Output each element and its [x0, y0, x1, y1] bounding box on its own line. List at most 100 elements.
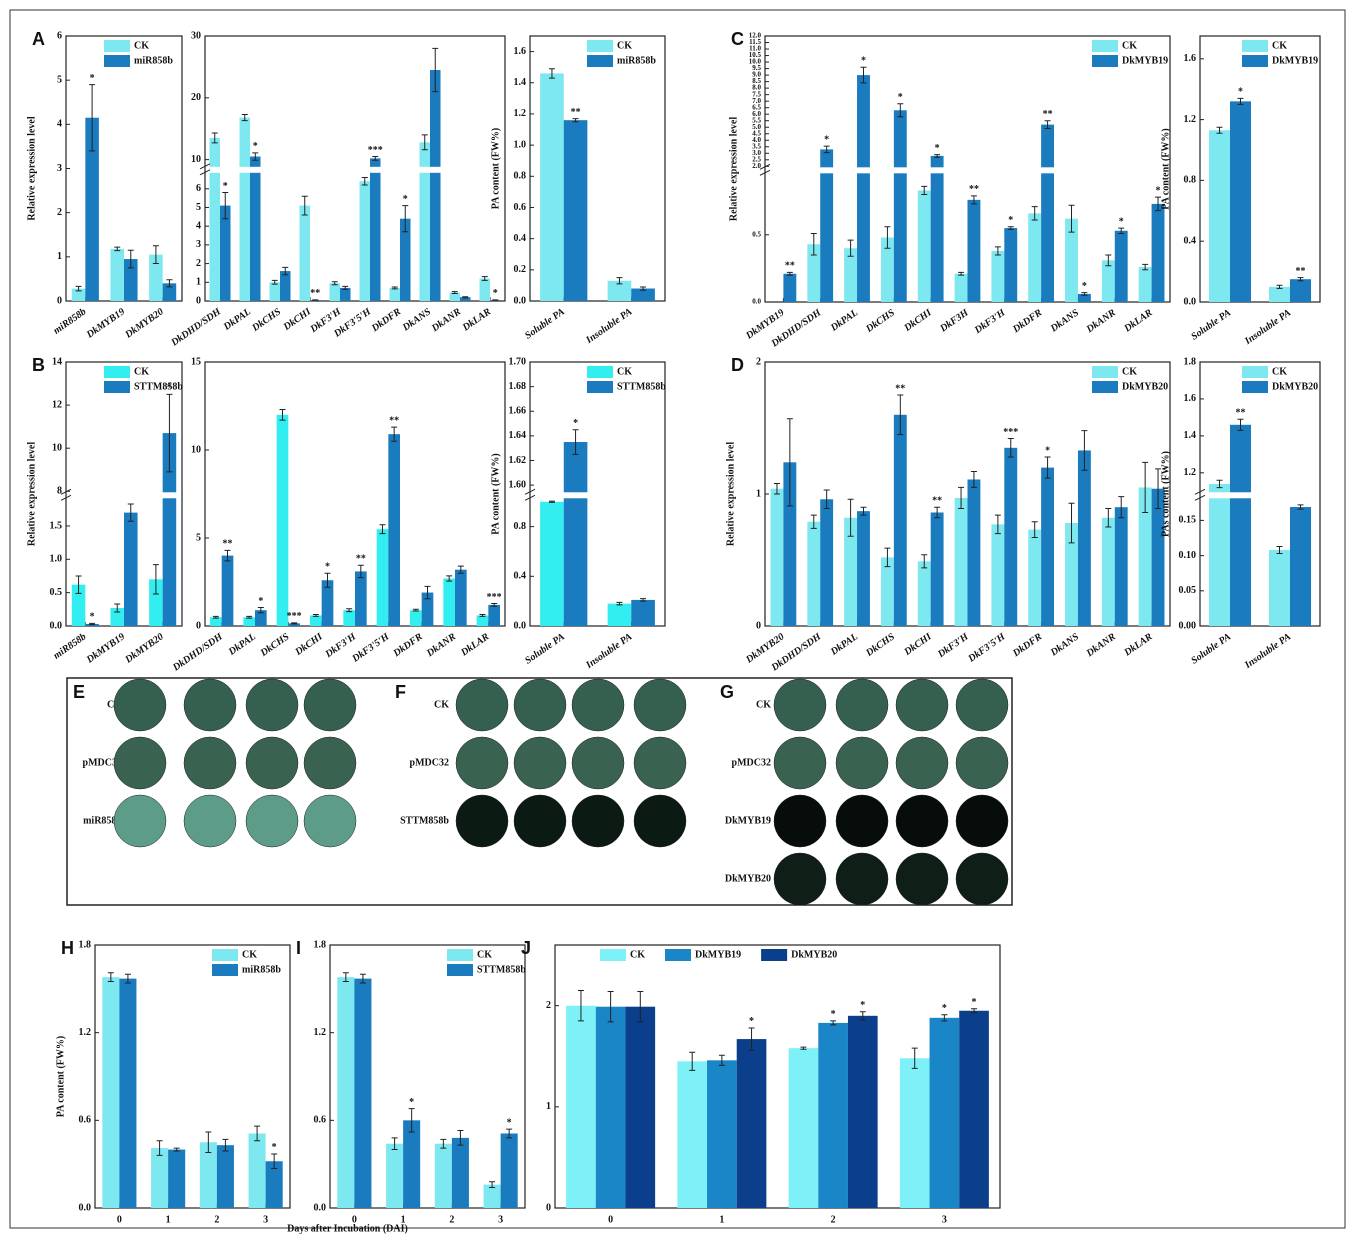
- bar: [484, 1185, 501, 1208]
- legend-swatch: [212, 964, 238, 976]
- y-tick-label: 12.0: [749, 32, 762, 40]
- bar: [783, 274, 796, 302]
- x-tick-label: DkMYB20: [123, 306, 166, 341]
- bar: [388, 434, 400, 626]
- significance-label: **: [1296, 266, 1306, 277]
- bar: [918, 561, 931, 626]
- y-tick-label: 1: [546, 1101, 551, 1112]
- significance-label: *: [1238, 87, 1243, 98]
- y-tick-label: 1.70: [509, 356, 527, 367]
- y-tick-label: 0.8: [514, 521, 527, 532]
- legend-label: STTM858b: [617, 381, 666, 392]
- sample-disc: [634, 679, 686, 731]
- y-tick-label: 1.4: [514, 77, 527, 88]
- bar: [343, 610, 355, 626]
- y-tick-label: 1.4: [1184, 430, 1197, 441]
- significance-label: *: [272, 1142, 277, 1153]
- axis-break: [67, 492, 181, 498]
- bar: [564, 120, 588, 301]
- bar: [310, 615, 322, 626]
- legend-label: CK: [477, 949, 492, 960]
- axis-break: [1201, 492, 1319, 498]
- legend-label: CK: [630, 949, 645, 960]
- y-tick-label: 6: [57, 30, 62, 41]
- bar: [1115, 507, 1128, 626]
- y-tick-label: 0.0: [314, 1202, 327, 1213]
- x-tick-label: DkPAL: [221, 306, 253, 333]
- bar: [330, 283, 341, 301]
- bar: [1209, 130, 1230, 302]
- x-axis-label: Days after Incubation (DAI): [287, 1223, 408, 1234]
- bar: [102, 977, 119, 1208]
- legend-swatch: [587, 55, 613, 67]
- x-tick-label: DkDFR: [369, 306, 403, 335]
- significance-label: *: [942, 1003, 947, 1014]
- x-tick-label: DkCHI: [293, 631, 326, 659]
- axis-break: [206, 167, 504, 173]
- y-tick-label: 0: [196, 295, 201, 306]
- legend-label: CK: [1122, 40, 1137, 51]
- sample-disc: [114, 737, 166, 789]
- bar: [1152, 204, 1165, 302]
- x-tick-label: DkANS: [1048, 631, 1081, 659]
- y-tick-label: 0.5: [50, 587, 63, 598]
- x-tick-label: 3: [263, 1214, 268, 1225]
- legend-label: CK: [617, 366, 632, 377]
- panel-label: A: [32, 29, 45, 49]
- x-tick-label: DkCHI: [281, 306, 314, 334]
- y-tick-label: 1.2: [1184, 467, 1197, 478]
- y-tick-label: 1.0: [50, 554, 63, 565]
- bar: [119, 979, 136, 1208]
- y-tick-label: 14: [52, 356, 62, 367]
- sample-disc: [456, 679, 508, 731]
- significance-label: *: [1119, 216, 1124, 227]
- x-tick-label: DkDFR: [391, 631, 425, 660]
- bar: [807, 522, 820, 626]
- y-tick-label: 1.6: [514, 46, 527, 57]
- bar: [435, 1144, 452, 1208]
- figure: 0123456miR858b*DkMYB19DkMYB20CKmiR858bRe…: [0, 0, 1357, 1234]
- bar: [410, 610, 422, 626]
- x-tick-label: Soluble PA: [1189, 631, 1233, 666]
- bar: [881, 557, 894, 626]
- legend-label: STTM858b: [477, 964, 526, 975]
- bar: [477, 615, 489, 626]
- bar: [124, 513, 138, 626]
- bar: [222, 556, 234, 626]
- sample-disc: [896, 853, 948, 905]
- bar: [480, 279, 491, 301]
- panel-label: E: [73, 682, 85, 702]
- bar: [677, 1061, 707, 1208]
- significance-label: *: [573, 418, 578, 429]
- x-tick-label: DkMYB19: [84, 306, 127, 341]
- bar: [596, 1007, 626, 1208]
- y-axis-label: Relative expression level: [728, 117, 739, 221]
- x-tick-label: DkDFR: [1010, 307, 1044, 336]
- bar: [354, 979, 371, 1208]
- axis-break: [766, 167, 1169, 173]
- y-tick-label: 0.6: [79, 1115, 92, 1126]
- sample-disc: [634, 737, 686, 789]
- row-label: DkMYB20: [725, 873, 771, 884]
- legend-swatch: [1242, 381, 1268, 393]
- x-tick-label: Insoluble PA: [1242, 307, 1293, 347]
- x-tick-label: Soluble PA: [523, 306, 567, 341]
- significance-label: *: [90, 612, 95, 623]
- x-tick-label: DkCHS: [863, 631, 897, 659]
- y-axis-label: Relative expression level: [26, 116, 37, 220]
- significance-label: *: [507, 1117, 512, 1128]
- y-axis-label: Relative expression level: [26, 442, 37, 546]
- y-tick-label: 0: [196, 620, 201, 631]
- bar: [403, 1120, 420, 1208]
- legend-label: CK: [1272, 40, 1287, 51]
- significance-label: **: [1236, 408, 1246, 419]
- x-tick-label: DkANS: [1048, 307, 1081, 335]
- y-tick-label: 2: [756, 356, 761, 367]
- y-tick-label: 1.68: [509, 381, 527, 392]
- bar: [771, 489, 784, 626]
- x-tick-label: DkANR: [1084, 307, 1118, 336]
- x-tick-label: DkPAL: [226, 631, 258, 658]
- y-tick-label: 0.2: [514, 264, 527, 275]
- legend-label: CK: [617, 40, 632, 51]
- x-tick-label: 0: [117, 1214, 122, 1225]
